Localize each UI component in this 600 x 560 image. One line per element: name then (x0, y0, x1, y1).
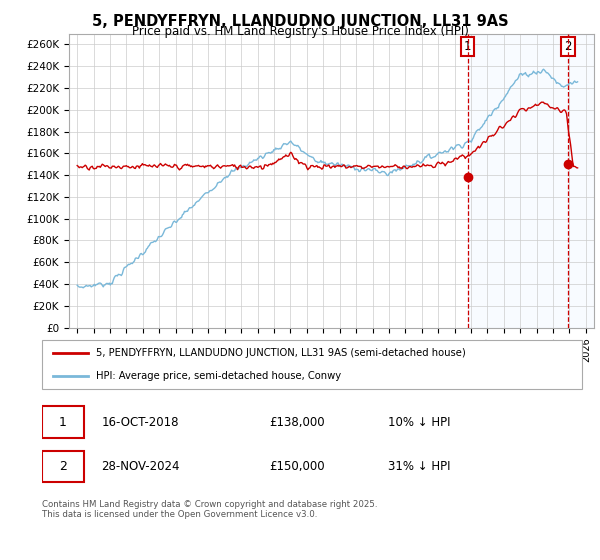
Text: 2: 2 (59, 460, 67, 473)
Text: 5, PENDYFFRYN, LLANDUDNO JUNCTION, LL31 9AS: 5, PENDYFFRYN, LLANDUDNO JUNCTION, LL31 … (92, 14, 508, 29)
Text: HPI: Average price, semi-detached house, Conwy: HPI: Average price, semi-detached house,… (96, 371, 341, 381)
Text: 28-NOV-2024: 28-NOV-2024 (101, 460, 180, 473)
Bar (467, 34, 600, 328)
Text: 1: 1 (464, 40, 471, 53)
Text: Price paid vs. HM Land Registry's House Price Index (HPI): Price paid vs. HM Land Registry's House … (131, 25, 469, 38)
Text: 1: 1 (59, 416, 67, 428)
FancyBboxPatch shape (42, 407, 84, 438)
Text: 10% ↓ HPI: 10% ↓ HPI (388, 416, 450, 428)
Text: Contains HM Land Registry data © Crown copyright and database right 2025.
This d: Contains HM Land Registry data © Crown c… (42, 500, 377, 519)
Text: 2: 2 (564, 40, 572, 53)
FancyBboxPatch shape (42, 340, 582, 389)
Text: 31% ↓ HPI: 31% ↓ HPI (388, 460, 450, 473)
Text: £138,000: £138,000 (269, 416, 325, 428)
Text: 16-OCT-2018: 16-OCT-2018 (101, 416, 179, 428)
Text: £150,000: £150,000 (269, 460, 325, 473)
FancyBboxPatch shape (42, 450, 84, 482)
Text: 5, PENDYFFRYN, LLANDUDNO JUNCTION, LL31 9AS (semi-detached house): 5, PENDYFFRYN, LLANDUDNO JUNCTION, LL31 … (96, 348, 466, 358)
